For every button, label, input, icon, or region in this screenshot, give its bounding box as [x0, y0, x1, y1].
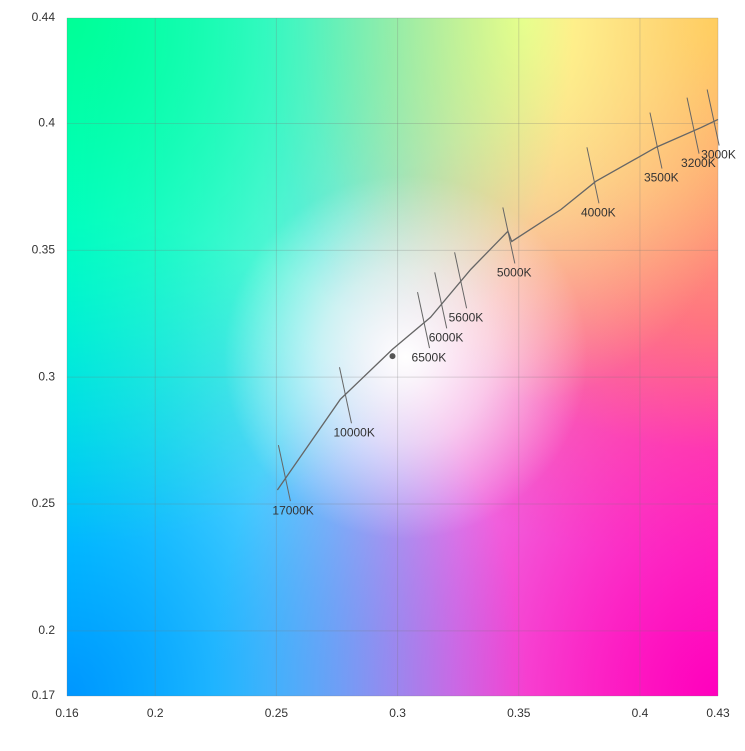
white-point [389, 353, 396, 360]
y-tick-label: 0.17 [32, 688, 56, 702]
isotherm-line [706, 89, 720, 146]
isotherm-label: 17000K [272, 503, 313, 517]
isotherm-label: 5600K [449, 311, 484, 325]
isotherm-label: 6500K [412, 350, 447, 364]
isotherm-line [686, 97, 700, 154]
y-tick-label: 0.35 [32, 243, 56, 257]
isotherm-label: 4000K [581, 205, 616, 219]
isotherm-line [338, 367, 352, 424]
x-tick-label: 0.25 [265, 706, 289, 720]
isotherm-label: 6000K [429, 331, 464, 345]
isotherm-line [649, 112, 663, 169]
isotherm-line [586, 147, 600, 204]
isotherm-line [277, 444, 291, 502]
isotherm-label: 3200K [681, 156, 716, 170]
y-tick-label: 0.44 [32, 10, 56, 24]
y-tick-label: 0.25 [32, 496, 56, 510]
x-tick-label: 0.43 [706, 706, 730, 720]
isotherm-line [417, 292, 431, 349]
y-tick-label: 0.3 [38, 369, 55, 383]
x-tick-label: 0.16 [55, 706, 79, 720]
x-tick-label: 0.2 [147, 706, 164, 720]
isotherm-label: 5000K [497, 266, 532, 280]
isotherm-line [434, 272, 448, 329]
x-tick-label: 0.4 [632, 706, 649, 720]
x-tick-label: 0.35 [507, 706, 531, 720]
y-tick-label: 0.2 [38, 623, 55, 637]
isotherm-label: 3500K [644, 171, 679, 185]
y-tick-label: 0.4 [38, 116, 55, 130]
isotherm-label: 10000K [333, 425, 374, 439]
x-tick-label: 0.3 [389, 706, 406, 720]
isotherm-line [502, 207, 516, 264]
isotherm-line [454, 252, 468, 309]
isotherm-label: 3000K [701, 148, 736, 162]
locus-line [276, 118, 719, 491]
